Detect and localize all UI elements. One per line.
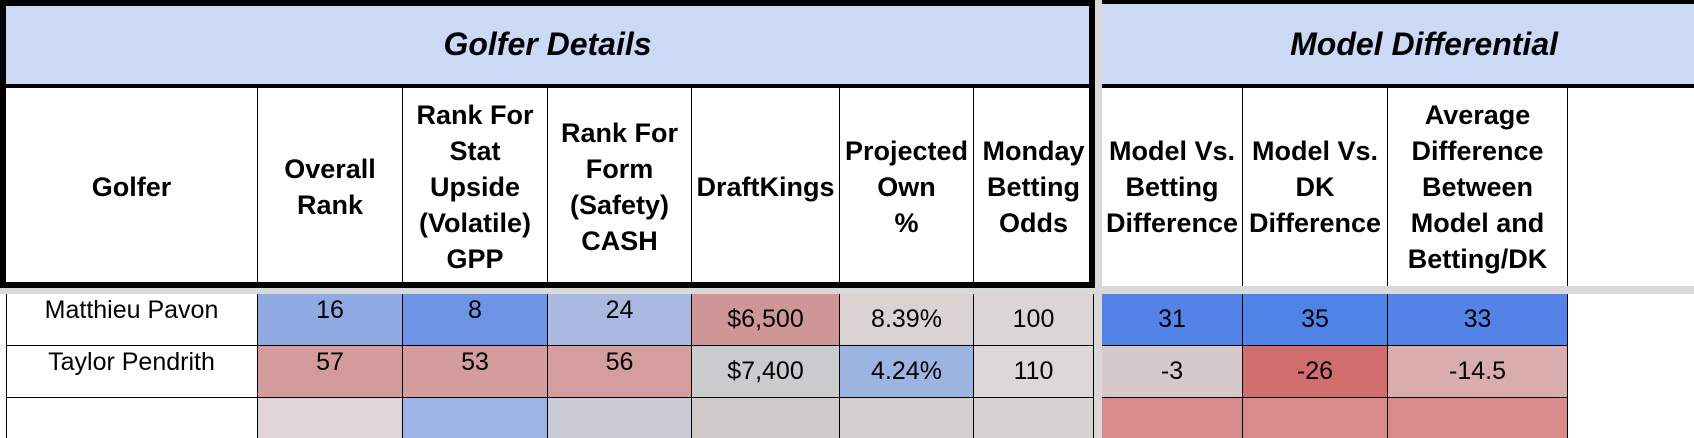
cell-value: 33	[1463, 305, 1492, 333]
data-cell-overall-rank[interactable]: 57	[258, 346, 403, 398]
cell-value: 24	[605, 296, 634, 324]
cell-value: 35	[1301, 305, 1329, 333]
column-header-model-vs-betting[interactable]: Model Vs. Betting Difference	[1102, 88, 1243, 286]
column-header-overall-rank[interactable]: Overall Rank	[258, 88, 403, 286]
cell-value: 8	[468, 296, 482, 324]
cell-value: -26	[1296, 357, 1334, 385]
column-header-line: (Safety)	[569, 190, 670, 220]
column-header-line: Golfer	[91, 172, 172, 202]
column-header-line: Betting/DK	[1407, 244, 1548, 274]
partial-row-cell[interactable]	[1102, 398, 1243, 438]
partial-row-cell[interactable]	[258, 398, 403, 438]
partial-row-cell[interactable]	[548, 398, 692, 438]
data-cell-model-vs-dk[interactable]: -26	[1243, 346, 1388, 398]
cell-value: Matthieu Pavon	[44, 296, 219, 324]
column-header-line: Overall	[284, 154, 376, 184]
data-cell-overall-rank[interactable]: 16	[258, 294, 403, 346]
data-cell-draftkings[interactable]: $6,500	[692, 294, 840, 346]
column-header-rank-form[interactable]: Rank For Form (Safety) CASH	[548, 88, 692, 286]
cell-value: 57	[316, 348, 344, 376]
column-header-line: DraftKings	[696, 172, 835, 202]
column-header-line: Betting	[987, 172, 1080, 202]
cell-value: -3	[1160, 357, 1184, 385]
data-cell-projected-own[interactable]: 8.39%	[840, 294, 974, 346]
data-cell-model-vs-betting[interactable]: -3	[1102, 346, 1243, 398]
column-header-projected-own[interactable]: Projected Own%	[840, 88, 974, 286]
data-cell-monday-odds[interactable]: 110	[974, 346, 1094, 398]
data-cell-avg-difference[interactable]: 33	[1388, 294, 1568, 346]
column-header-line: Rank For	[560, 118, 679, 148]
band-golfer-details-label: Golfer Details	[443, 25, 652, 62]
column-header-line: Projected	[844, 136, 969, 166]
column-header-line: Average	[1424, 100, 1531, 130]
column-header-draftkings[interactable]: DraftKings	[692, 88, 840, 286]
column-header-line: %	[894, 208, 919, 238]
cell-value: Taylor Pendrith	[48, 348, 215, 376]
column-header-line: Rank	[296, 190, 364, 220]
data-cell-monday-odds[interactable]: 100	[974, 294, 1094, 346]
band-model-differential[interactable]: Model Differential	[1102, 0, 1694, 88]
cell-value: 8.39%	[871, 305, 942, 333]
cell-value: 100	[1012, 305, 1055, 333]
column-header-line: Form	[585, 154, 654, 184]
cell-value: 16	[316, 296, 344, 324]
golfer-name-cell[interactable]: Matthieu Pavon	[6, 294, 258, 346]
column-header-line: Difference	[1105, 208, 1239, 238]
data-cell-rank-stat[interactable]: 8	[403, 294, 548, 346]
data-cell-model-vs-dk[interactable]: 35	[1243, 294, 1388, 346]
cell-value: 110	[1013, 357, 1054, 385]
partial-row-cell[interactable]	[403, 398, 548, 438]
column-header-line: Model and	[1410, 208, 1545, 238]
column-header-line: GPP	[446, 244, 504, 274]
band-golfer-details[interactable]: Golfer Details	[0, 0, 1095, 88]
band-model-differential-label: Model Differential	[1290, 25, 1558, 62]
column-header-line: DK	[1295, 172, 1335, 202]
golfer-name-cell[interactable]: Taylor Pendrith	[6, 346, 258, 398]
column-header-line: (Volatile)	[418, 208, 531, 238]
column-header-line: Own	[877, 172, 936, 202]
column-header-line: Monday	[982, 136, 1085, 166]
column-header-line: Betting	[1125, 172, 1219, 202]
partial-row-cell[interactable]	[974, 398, 1094, 438]
partial-row-cell[interactable]	[1388, 398, 1568, 438]
partial-row-cell[interactable]	[1243, 398, 1388, 438]
data-cell-rank-form[interactable]: 56	[548, 346, 692, 398]
left-border-line	[6, 294, 7, 438]
partial-row-cell[interactable]	[692, 398, 840, 438]
column-header-line: CASH	[581, 226, 658, 256]
column-header-line: Upside	[429, 172, 521, 202]
column-header-monday-odds[interactable]: Monday Betting Odds	[974, 88, 1094, 286]
data-cell-avg-difference[interactable]: -14.5	[1388, 346, 1568, 398]
column-header-line: Rank For	[416, 100, 534, 130]
column-header-avg-difference[interactable]: Average Difference Between Model and Betting…	[1388, 88, 1568, 286]
cell-value: $7,400	[727, 357, 804, 385]
cell-value: 53	[461, 348, 489, 376]
data-cell-model-vs-betting[interactable]: 31	[1102, 294, 1243, 346]
column-header-line: Difference	[1411, 136, 1544, 166]
cell-value: -14.5	[1449, 357, 1506, 385]
cell-value: 31	[1158, 305, 1186, 333]
cell-value: 56	[605, 348, 634, 376]
data-cell-rank-stat[interactable]: 53	[403, 346, 548, 398]
data-cell-rank-form[interactable]: 24	[548, 294, 692, 346]
frozen-column-divider[interactable]	[1094, 0, 1102, 438]
data-cell-draftkings[interactable]: $7,400	[692, 346, 840, 398]
column-header-rank-stat[interactable]: Rank For Stat Upside (Volatile) GPP	[403, 88, 548, 286]
data-cell-projected-own[interactable]: 4.24%	[840, 346, 974, 398]
column-header-line: Model Vs.	[1251, 136, 1379, 166]
column-header-line: Model Vs.	[1108, 136, 1236, 166]
frozen-row-divider[interactable]	[0, 286, 1694, 294]
partial-row-cell[interactable]	[840, 398, 974, 438]
column-header-line: Difference	[1248, 208, 1382, 238]
partial-row-cell[interactable]	[6, 398, 258, 438]
column-header-model-vs-dk[interactable]: Model Vs. DK Difference	[1243, 88, 1388, 286]
cell-value: 4.24%	[871, 357, 942, 385]
cell-value: $6,500	[727, 305, 804, 333]
column-header-line: Stat	[449, 136, 501, 166]
column-header-line: Odds	[998, 208, 1068, 238]
column-header-golfer[interactable]: Golfer	[6, 88, 258, 286]
column-header-line: Between	[1421, 172, 1534, 202]
